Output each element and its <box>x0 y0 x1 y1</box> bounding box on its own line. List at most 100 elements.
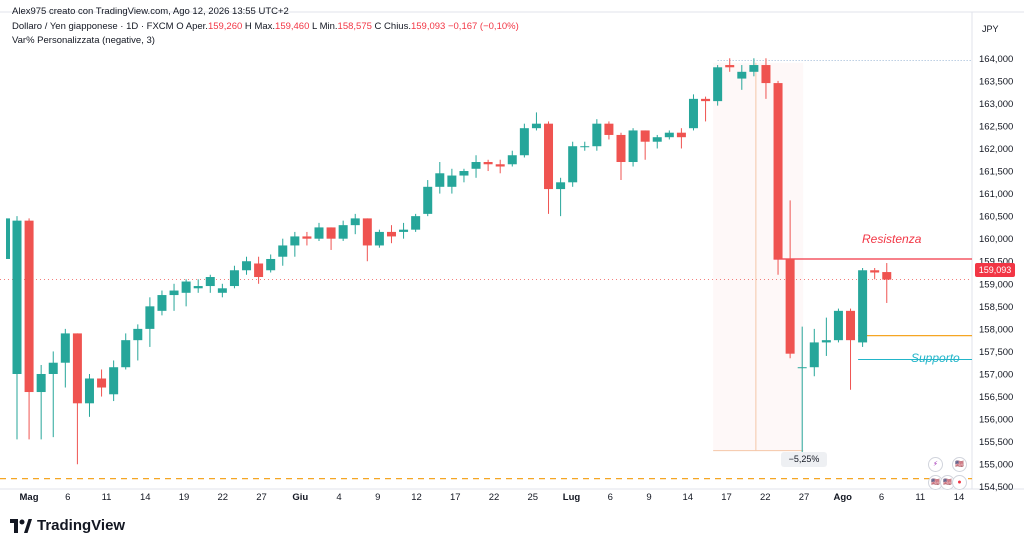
candle-body-down <box>386 231 396 237</box>
candle-body-up <box>797 367 807 369</box>
candle-body-up <box>713 67 723 102</box>
candle-body-up <box>374 231 384 246</box>
x-tick-label: 12 <box>411 492 422 503</box>
y-tick-label: 163,500 <box>979 76 1013 87</box>
y-tick-label: 159,000 <box>979 279 1013 290</box>
y-tick-label: 155,000 <box>979 460 1013 471</box>
candle-body-up <box>121 340 131 368</box>
measure-area <box>713 62 804 451</box>
candle-body-up <box>809 342 819 368</box>
candle-body-up <box>519 128 529 156</box>
candle-body-up <box>688 98 698 129</box>
candle-body-up <box>290 236 300 246</box>
candle-body-down <box>495 164 505 167</box>
candle-body-down <box>785 258 795 354</box>
candle-body-down <box>326 227 336 239</box>
candle-body-up <box>60 333 70 363</box>
candle-body-down <box>640 130 650 142</box>
close-label: C <box>374 21 382 32</box>
candle-body-up <box>447 175 457 187</box>
x-tick-label: 4 <box>336 492 341 503</box>
candle-body-down <box>362 218 372 246</box>
candle-body-up <box>399 229 409 232</box>
candle-body-down <box>882 272 892 280</box>
candle-body-down <box>97 378 107 388</box>
lightning-event-icon[interactable]: ⚡ <box>928 457 943 472</box>
y-tick-label: 156,500 <box>979 392 1013 403</box>
low-value: 158,575 <box>337 21 372 32</box>
x-tick-label: 9 <box>375 492 380 503</box>
open-text: Aper. <box>185 21 208 32</box>
x-tick-label: 11 <box>915 492 925 503</box>
candle-body-up <box>423 186 433 214</box>
y-tick-label: 160,500 <box>979 212 1013 223</box>
candle-body-up <box>858 270 868 343</box>
candle-body-down <box>725 65 735 68</box>
candle-body-down <box>483 162 493 165</box>
y-tick-label: 159,500 <box>979 257 1013 268</box>
x-tick-label: 17 <box>450 492 461 503</box>
x-tick-label: Lug <box>563 492 581 503</box>
candle-body-up <box>266 258 276 271</box>
candle-body-down <box>24 220 34 393</box>
candle-body-down <box>773 83 783 259</box>
y-tick-label: 157,000 <box>979 369 1013 380</box>
candle-body-up <box>821 340 831 343</box>
candle-body-up <box>580 146 590 148</box>
x-tick-label: 14 <box>954 492 965 503</box>
candle-body-up <box>229 270 239 287</box>
candle-body-up <box>568 146 578 183</box>
x-tick-label: 27 <box>256 492 267 503</box>
x-tick-label: 14 <box>682 492 693 503</box>
open-value: 159,260 <box>207 21 243 32</box>
candle-body-up <box>338 225 348 239</box>
drop-percent-label: −5,25% <box>781 452 827 467</box>
y-tick-label: 162,000 <box>979 144 1013 155</box>
y-tick-label: 161,500 <box>979 167 1013 178</box>
tradingview-logo[interactable]: TradingView <box>10 517 125 534</box>
candle-body-down <box>616 134 626 163</box>
open-label: O <box>176 21 184 32</box>
candle-body-up <box>12 220 22 374</box>
candle-body-up <box>833 310 843 341</box>
x-tick-label: 25 <box>527 492 538 503</box>
candle-body-down <box>72 333 82 404</box>
currency-unit: JPY <box>982 24 999 34</box>
support-label: Supporto <box>911 351 960 365</box>
close-text: Chius. <box>384 21 411 32</box>
candle-body-up <box>664 132 674 138</box>
y-tick-label: 157,500 <box>979 347 1013 358</box>
candle-body-down <box>254 263 264 278</box>
x-tick-label: 14 <box>140 492 151 503</box>
y-tick-label: 164,000 <box>979 54 1013 65</box>
y-tick-label: 160,000 <box>979 234 1013 245</box>
author-line: Alex975 creato con TradingView.com, Ago … <box>12 6 289 17</box>
x-tick-label: 22 <box>217 492 228 503</box>
candle-body-up <box>459 171 469 176</box>
candle-body-up <box>411 216 421 230</box>
jp-flag-event-icon[interactable]: ● <box>952 475 967 490</box>
brand-name: TradingView <box>37 517 126 534</box>
candle-body-up <box>169 290 179 296</box>
candle-body-down <box>701 98 711 102</box>
candle-body-up <box>205 277 215 287</box>
y-tick-label: 155,500 <box>979 437 1013 448</box>
low-label: L <box>312 21 317 32</box>
x-tick-label: 19 <box>179 492 190 503</box>
resistance-label: Resistenza <box>862 232 922 246</box>
candle-body-up <box>181 281 191 293</box>
us-flag-event-icon[interactable]: 🇺🇸 <box>952 457 967 472</box>
candle-body-up <box>48 362 58 374</box>
candle-body-down <box>870 270 880 273</box>
candle-body-up <box>737 71 747 79</box>
x-tick-label: 6 <box>608 492 613 503</box>
candle-body-up <box>471 162 481 169</box>
y-tick-label: 162,500 <box>979 121 1013 132</box>
high-value: 159,460 <box>275 21 310 32</box>
candle-body-down <box>302 236 312 239</box>
symbol-name[interactable]: Dollaro / Yen giapponese · 1D · FXCM <box>12 21 174 32</box>
x-tick-label: 22 <box>760 492 771 503</box>
indicator-label[interactable]: Var% Personalizzata (negative, 3) <box>12 35 155 46</box>
candle-body-up <box>556 182 566 190</box>
